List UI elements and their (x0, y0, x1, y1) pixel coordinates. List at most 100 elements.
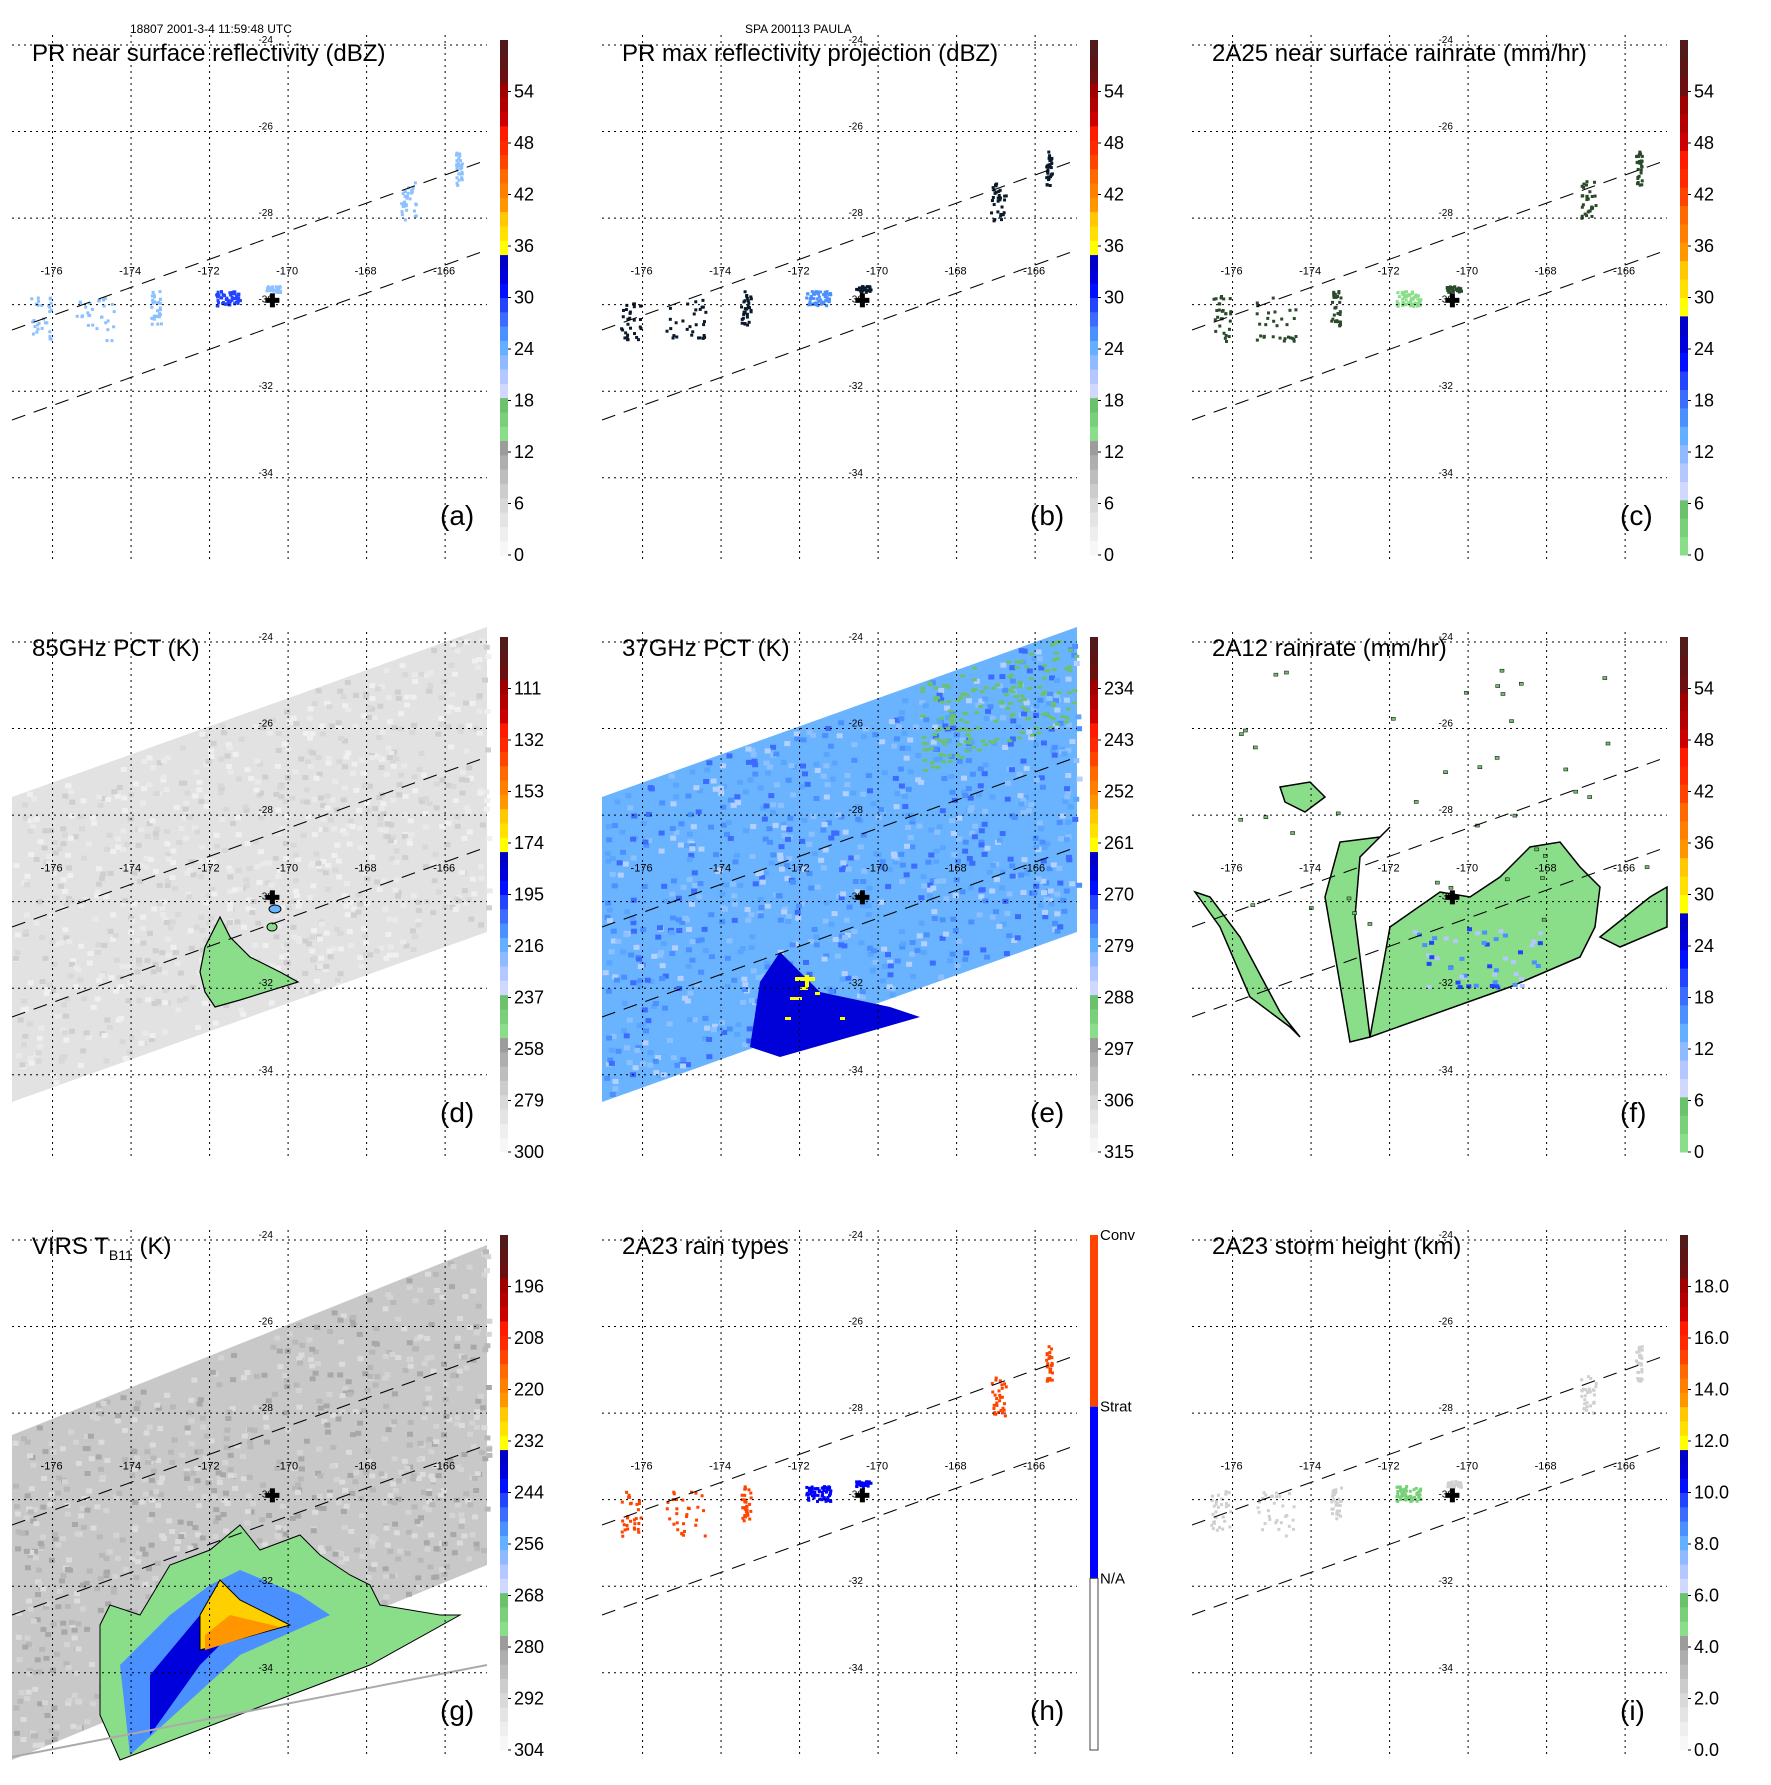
echo-pixel (1419, 298, 1423, 302)
echo-pixel (400, 202, 404, 206)
echo-pixel (1049, 166, 1053, 170)
colorbar: 0.0 2.0 4.0 6.0 8.0 10.0 12.0 14.0 16.0 18.0 (1680, 1235, 1729, 1760)
echo-pixel (746, 299, 750, 303)
colorbar-swatch (1090, 111, 1098, 127)
lat-lon-grid: -176-174-172-170-168-166-24-26-28-30-32-… (602, 35, 1077, 560)
colorbar-swatch (500, 737, 508, 752)
echo-pixel (110, 339, 114, 343)
echo-pixel (634, 1517, 638, 1521)
colorbar-tick-label: 132 (514, 730, 544, 750)
colorbar-swatch (1680, 1292, 1688, 1308)
echo-pixel (1407, 293, 1411, 297)
pr-echo-field (30, 151, 464, 343)
echo-pixel (623, 336, 627, 340)
colorbar-swatch (500, 1692, 508, 1708)
panel-title: 2A23 rain types (622, 1233, 789, 1260)
colorbar: 315 306 297 288 279 270 261 252 243 234 (1090, 637, 1134, 1162)
echo-pixel (1000, 1383, 1004, 1387)
echo-pixel (1332, 293, 1336, 297)
colorbar-swatch (1680, 1249, 1688, 1265)
echo-pixel (636, 1508, 640, 1512)
echo-pixel (636, 338, 640, 342)
pr-swath-edge (11, 756, 488, 928)
echo-pixel (827, 297, 831, 301)
colorbar-swatch (500, 1535, 508, 1551)
colorbar-swatch (500, 1449, 508, 1465)
echo-pixel (276, 285, 280, 289)
echo-pixel (1219, 296, 1223, 300)
colorbar-swatch (1680, 655, 1688, 675)
echo-pixel (455, 166, 459, 170)
echo-pixel (824, 1499, 828, 1503)
echo-pixel (403, 194, 407, 198)
echo-pixel (994, 1376, 998, 1380)
echo-pixel (740, 305, 744, 309)
colorbar-swatch (500, 168, 508, 184)
echo-pixel (694, 1491, 698, 1495)
echo-pixel (823, 295, 827, 299)
echo-pixel (633, 1522, 637, 1526)
echo-pixel (157, 313, 161, 317)
lon-tick-label: -176 (631, 1460, 653, 1472)
echo-pixel (1334, 1488, 1338, 1492)
echo-pixel (1222, 297, 1226, 301)
echo-pixel (1214, 1515, 1218, 1519)
echo-pixel (216, 299, 220, 303)
echo-pixel (1588, 1404, 1592, 1408)
echo-pixel (675, 1507, 679, 1511)
echo-pixel (688, 325, 692, 329)
colorbar-tick-label: 10.0 (1694, 1483, 1729, 1503)
echo-pixel (1004, 194, 1008, 198)
echo-pixel (855, 1485, 859, 1489)
echo-pixel (748, 1517, 752, 1521)
colorbar-swatch (1680, 352, 1688, 372)
colorbar-swatch (1680, 518, 1688, 538)
colorbar-swatch (500, 97, 508, 113)
echo-pixel (681, 319, 685, 323)
echo-pixel (628, 316, 632, 320)
echo-pixel (811, 302, 815, 306)
pr-echo-field (620, 150, 1054, 342)
echo-pixel (455, 151, 459, 155)
panel-title: PR max reflectivity projection (dBZ) (622, 40, 999, 67)
echo-pixel (1266, 316, 1270, 320)
echo-pixel (1049, 1367, 1053, 1371)
echo-pixel (91, 323, 95, 327)
lon-tick-label: -170 (866, 862, 888, 874)
echo-pixel (1331, 1494, 1335, 1498)
lon-tick-label: -170 (1456, 265, 1478, 277)
lat-tick-label: -34 (1438, 1663, 1453, 1674)
echo-pixel (1410, 1498, 1414, 1502)
echo-pixel (865, 285, 869, 289)
echo-pixel (1335, 1517, 1339, 1521)
echo-pixel (1448, 285, 1452, 289)
colorbar-swatch (1680, 673, 1688, 693)
echo-pixel (991, 1390, 995, 1394)
echo-pixel (675, 335, 679, 339)
echo-pixel (1335, 295, 1339, 299)
colorbar-swatch (1680, 1592, 1688, 1608)
colorbar-tick-label: 279 (514, 1091, 544, 1111)
colorbar-tick-label: 30 (1104, 288, 1124, 308)
echo-pixel (1403, 303, 1407, 307)
lat-tick-label: -28 (848, 208, 863, 219)
echo-pixel (861, 1483, 865, 1487)
echo-pixel (829, 1499, 833, 1503)
colorbar-swatch (1090, 383, 1098, 399)
echo-pixel (743, 1487, 747, 1491)
colorbar-swatch (1090, 894, 1098, 910)
colorbar-swatch (1680, 1692, 1688, 1708)
lon-tick-label: -174 (119, 1460, 141, 1472)
echo-pixel (1270, 1494, 1274, 1498)
echo-pixel (1592, 1393, 1596, 1397)
echo-pixel (996, 196, 1000, 200)
lon-tick-label: -176 (1221, 862, 1243, 874)
colorbar-tick-label: 48 (1104, 133, 1124, 153)
colorbar-swatch (500, 68, 508, 84)
echo-pixel (1401, 300, 1405, 304)
lat-lon-grid: -176-174-172-170-168-166-24-26-28-30-32-… (12, 35, 487, 560)
colorbar-swatch (500, 354, 508, 370)
echo-pixel (95, 327, 99, 331)
echo-pixel (998, 1399, 1002, 1403)
lat-lon-grid: -176-174-172-170-168-166-24-26-28-30-32-… (1192, 1230, 1667, 1755)
